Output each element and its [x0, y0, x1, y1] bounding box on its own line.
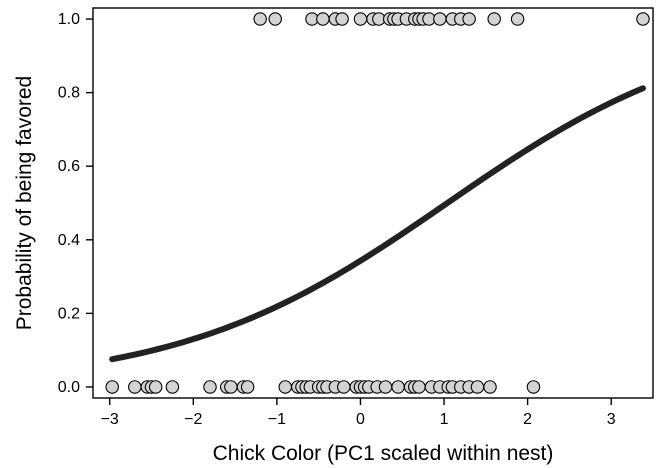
data-point	[378, 380, 393, 394]
x-axis-label: Chick Color (PC1 scaled within nest)	[213, 442, 554, 465]
x-tick-label: 2	[523, 411, 532, 428]
y-axis-label: Probability of being favored	[13, 76, 36, 331]
x-tick-label: 3	[607, 411, 616, 428]
data-point	[353, 12, 368, 26]
x-axis-ticks: −3 −2 −1 0 1 2 3	[101, 398, 616, 428]
x-tick-label: −3	[101, 411, 119, 428]
data-point	[487, 12, 501, 26]
data-point	[128, 380, 142, 394]
y-tick-label: 0.2	[58, 305, 80, 322]
data-point	[526, 380, 541, 394]
x-tick-label: −2	[184, 411, 202, 428]
x-tick-label: 1	[440, 411, 449, 428]
data-point	[636, 12, 650, 26]
data-point	[433, 12, 447, 26]
data-point	[165, 380, 180, 394]
data-point	[510, 12, 525, 26]
data-point	[335, 12, 349, 26]
x-tick-label: −1	[268, 411, 286, 428]
fitted-logistic-curve	[109, 85, 646, 363]
data-point	[105, 380, 119, 394]
data-point	[483, 380, 497, 394]
data-point	[240, 380, 255, 394]
y-tick-label: 1.0	[58, 11, 80, 28]
data-point	[316, 12, 330, 26]
data-point	[470, 380, 485, 394]
y-tick-label: 0.4	[58, 232, 80, 249]
data-point	[253, 12, 267, 26]
y-tick-label: 0.6	[58, 158, 80, 175]
y-tick-label: 0.0	[58, 379, 80, 396]
data-points	[105, 12, 650, 394]
plot-frame	[92, 7, 654, 399]
data-point	[412, 380, 426, 394]
plot-area: −3 −2 −1 0 1 2 3 0.0 0.2 0.4 0.6 0.8 1.0	[58, 7, 654, 428]
data-point	[462, 12, 476, 26]
y-axis-ticks: 0.0 0.2 0.4 0.6 0.8 1.0	[58, 11, 93, 396]
y-tick-label: 0.8	[58, 85, 80, 102]
x-tick-label: 0	[356, 411, 365, 428]
data-point	[268, 12, 282, 26]
data-point	[148, 380, 163, 394]
data-point	[203, 380, 217, 394]
data-point	[336, 380, 351, 394]
data-point	[278, 380, 292, 394]
data-point	[391, 380, 405, 394]
data-point	[224, 380, 238, 394]
